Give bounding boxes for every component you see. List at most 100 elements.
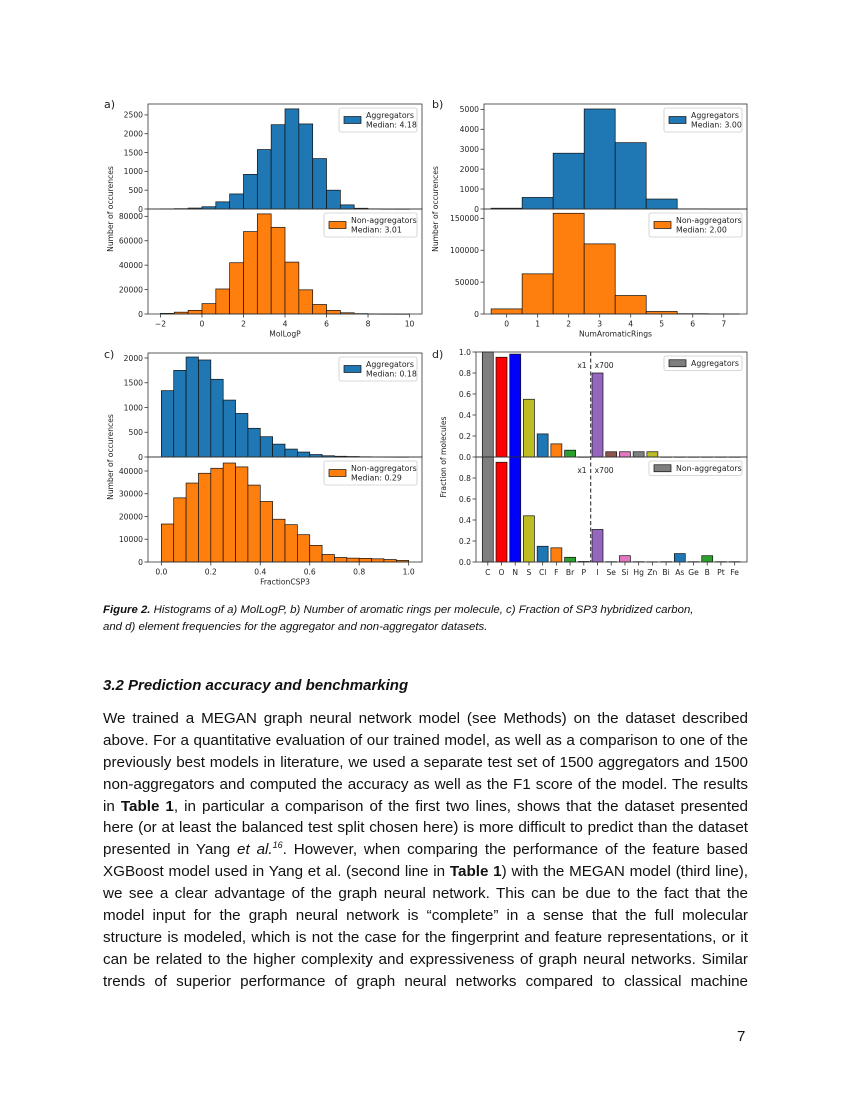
legend-box xyxy=(338,107,418,133)
x-tick-label: 8 xyxy=(366,320,371,329)
histogram-bar xyxy=(215,288,230,315)
caption-text: and d) element frequencies for the aggre… xyxy=(103,621,488,633)
y-tick-label: 1.0 xyxy=(459,348,471,357)
legend-box xyxy=(648,212,743,238)
histogram-bar xyxy=(495,356,508,458)
legend-median: Median: 3.00 xyxy=(691,121,742,130)
legend-box xyxy=(323,460,418,486)
histogram-bar xyxy=(222,399,236,458)
histogram-bar xyxy=(229,262,244,315)
figure-caption: Figure 2. Histograms of a) MolLogP, b) N… xyxy=(103,602,693,636)
x-tick-label: Zn xyxy=(647,568,657,577)
histogram-bar xyxy=(481,351,494,458)
histogram-bar xyxy=(298,289,314,315)
text: in xyxy=(103,797,121,815)
y-axis-label: Number of occurences xyxy=(431,166,440,252)
legend-box xyxy=(648,460,743,476)
y-tick-label: 0 xyxy=(474,310,479,319)
panel-label: a) xyxy=(104,98,115,111)
histogram-bar xyxy=(229,193,244,210)
legend-median: Median: 0.29 xyxy=(351,474,402,483)
histogram-bar xyxy=(583,243,616,315)
y-tick-label: 100000 xyxy=(450,246,479,255)
x-tick-label: Se xyxy=(606,568,616,577)
text-line: in Table 1, in particular a comparison o… xyxy=(103,796,748,818)
y-tick-label: 50000 xyxy=(455,278,479,287)
y-tick-label: 2000 xyxy=(124,354,143,363)
page-number: 7 xyxy=(737,1028,746,1045)
histogram-bar xyxy=(495,461,508,563)
subplot-non-aggregators: 0.0 0.2 0.4 0.6 0.8 Non-aggregators x1 x700 xyxy=(459,456,748,567)
histogram-bar xyxy=(605,451,618,458)
subplot-non-aggregators: 0 50000 100000 150000 Non-aggregatorsMedian:… xyxy=(450,208,748,319)
y-tick-label: 0.0 xyxy=(459,453,471,462)
panel-label: b) xyxy=(432,98,443,111)
histogram-bar xyxy=(614,142,647,210)
legend-box xyxy=(323,212,418,238)
y-tick-label: 500 xyxy=(129,186,144,195)
x-tick-label: 0.0 xyxy=(155,568,167,577)
x-tick-label: Pt xyxy=(717,568,725,577)
histogram-bar xyxy=(270,226,286,315)
legend-median: Median: 0.18 xyxy=(366,370,417,379)
histogram-bar xyxy=(309,545,323,563)
histogram-bar xyxy=(490,308,523,315)
histogram-bar xyxy=(614,295,647,315)
subplot-non-aggregators: 0 20000 40000 60000 80000 Non-aggregatorsMedi… xyxy=(119,208,423,319)
x-tick-label: 1.0 xyxy=(403,568,415,577)
histogram-bar xyxy=(259,501,273,563)
histogram-bar xyxy=(550,547,563,563)
caption-text: Histograms of a) MolLogP, b) Number of a… xyxy=(150,604,694,616)
y-tick-label: 1000 xyxy=(124,403,143,412)
y-tick-label: 0.4 xyxy=(459,411,471,420)
legend-label: Aggregators xyxy=(366,360,414,369)
histogram-bar xyxy=(272,443,286,458)
y-tick-label: 2000 xyxy=(124,130,143,139)
histogram-bar xyxy=(259,436,273,458)
legend-label: Aggregators xyxy=(691,111,739,120)
histogram-bar xyxy=(523,398,535,458)
histogram-bar xyxy=(312,158,327,210)
histogram-bar xyxy=(358,558,372,563)
histogram-bar xyxy=(645,198,678,210)
histogram-bar xyxy=(243,174,258,210)
legend-median: Median: 4.18 xyxy=(366,121,417,130)
legend-swatch xyxy=(668,116,687,124)
x-tick-label: 4 xyxy=(283,320,288,329)
panel-label: c) xyxy=(104,348,114,361)
histogram-bar xyxy=(552,212,585,315)
text-line: XGBoost model used in Yang et al. (secon… xyxy=(103,861,748,883)
histogram-bar xyxy=(536,433,549,458)
legend-label: Non-aggregators xyxy=(676,464,742,473)
histogram-bar xyxy=(523,515,535,563)
histogram-bar xyxy=(326,189,341,210)
y-tick-label: 0 xyxy=(474,205,479,214)
y-tick-label: 1000 xyxy=(124,167,143,176)
x-tick-label: I xyxy=(596,568,598,577)
histogram-bar xyxy=(334,557,348,563)
y-tick-label: 80000 xyxy=(119,212,143,221)
histogram-bar xyxy=(198,472,212,563)
legend-swatch xyxy=(328,469,347,477)
legend-box xyxy=(663,107,743,133)
y-tick-label: 1500 xyxy=(124,148,143,157)
legend-label: Non-aggregators xyxy=(676,216,742,225)
histogram-bar xyxy=(340,204,355,210)
legend-label: Aggregators xyxy=(691,359,739,368)
legend-swatch xyxy=(343,116,362,124)
y-tick-label: 3000 xyxy=(460,145,479,154)
legend-median: Median: 2.00 xyxy=(676,226,727,235)
histogram-bar xyxy=(591,529,604,563)
histogram-bar xyxy=(591,372,604,458)
x-tick-label: 0 xyxy=(200,320,205,329)
x-tick-label: 0.8 xyxy=(353,568,365,577)
x-tick-label: 4 xyxy=(628,320,633,329)
x-tick-label: 2 xyxy=(566,320,571,329)
y-tick-label: 5000 xyxy=(460,105,479,114)
